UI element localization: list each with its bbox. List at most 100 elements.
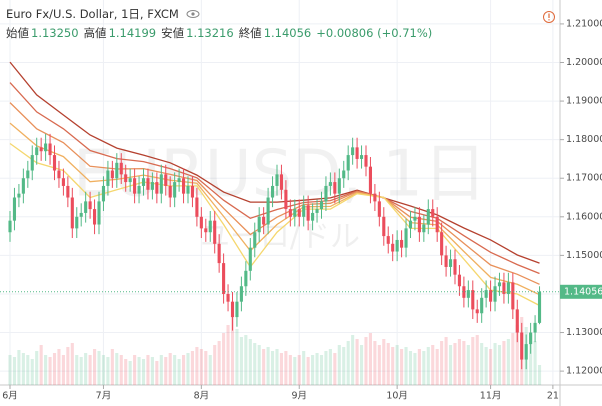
y-tick-label: 1.12000 — [566, 366, 602, 377]
volume-bar — [382, 339, 386, 385]
candle-body — [66, 185, 70, 198]
volume-bar — [213, 345, 217, 385]
y-tick-label: 1.18000 — [566, 134, 602, 145]
volume-bar — [141, 359, 146, 385]
volume-bar — [106, 357, 110, 385]
volume-bar — [39, 345, 43, 385]
candle-body — [52, 155, 57, 171]
candle-body — [239, 286, 243, 302]
volume-bar — [368, 333, 372, 385]
candle-body — [44, 143, 48, 152]
volume-bar — [462, 341, 466, 385]
volume-bar — [533, 341, 537, 385]
volume-bar — [61, 355, 65, 385]
candle-body — [386, 236, 390, 244]
candle-body — [92, 209, 97, 225]
candle-body — [382, 216, 386, 237]
volume-bar — [377, 345, 381, 385]
volume-bar — [150, 357, 154, 385]
volume-bar — [173, 355, 177, 385]
candle-body — [395, 239, 399, 252]
candle-body — [328, 182, 332, 186]
candle-body — [529, 332, 533, 345]
volume-bar — [448, 345, 453, 385]
volume-bar — [17, 350, 21, 385]
volume-bar — [511, 333, 515, 385]
volume-bar — [471, 337, 475, 385]
volume-bar — [266, 347, 270, 385]
candle-body — [110, 170, 114, 179]
candle-body — [453, 259, 457, 275]
volume-bar — [226, 325, 230, 385]
volume-bar — [186, 353, 190, 385]
volume-bar — [230, 315, 235, 385]
candle-body — [35, 147, 39, 156]
volume-bar — [537, 365, 542, 385]
candle-body — [355, 147, 359, 159]
grid — [0, 0, 560, 385]
volume-bar — [199, 349, 203, 385]
volume-bar — [181, 355, 186, 385]
eye-icon[interactable] — [186, 9, 200, 19]
candle-body — [462, 286, 466, 298]
candle-body — [119, 162, 123, 175]
y-tick-label: 1.13000 — [566, 327, 602, 338]
volume-bar — [408, 351, 413, 385]
candle-body — [79, 212, 83, 217]
candle-body — [12, 197, 17, 221]
candle-body — [515, 309, 519, 333]
candle-body — [137, 185, 141, 194]
candle-body — [222, 263, 226, 294]
volume-bar — [502, 341, 506, 385]
alert-icon[interactable] — [543, 11, 555, 23]
symbol-title: Euro Fx/U.S. Dollar, 1日, FXCM — [6, 7, 179, 21]
volume-bar — [257, 345, 261, 385]
volume-bar — [195, 347, 199, 385]
volume-bar — [115, 353, 119, 385]
volume-bar — [364, 337, 368, 385]
volume-bar — [293, 357, 297, 385]
y-tick-label: 1.17000 — [566, 173, 602, 184]
candle-body — [306, 205, 310, 221]
x-tick-label: 10月 — [386, 391, 408, 402]
volume-bar — [417, 349, 421, 385]
volume-bar — [133, 355, 137, 385]
volume-bar — [337, 345, 341, 385]
volume-bar — [395, 345, 399, 385]
candle-body — [475, 309, 479, 314]
volume-bar — [275, 349, 279, 385]
y-tick-label: 1.19000 — [566, 96, 602, 107]
moving-average — [9, 102, 540, 285]
candle-body — [408, 220, 413, 229]
candle-body — [253, 232, 257, 248]
candle-body — [431, 209, 435, 217]
ohlc-label: 始値 — [6, 26, 29, 40]
volume-bar — [426, 347, 430, 385]
candle-body — [391, 243, 395, 252]
volume-bar — [333, 353, 337, 385]
volume-bar — [8, 355, 12, 385]
volume-bar — [239, 337, 243, 385]
candle-body — [315, 209, 319, 213]
candle-body — [70, 197, 74, 229]
candle-body — [319, 201, 324, 210]
volume-bar — [137, 357, 141, 385]
candle-body — [364, 155, 368, 167]
volume-bar — [35, 351, 39, 385]
ohlc-label: 終値 — [238, 26, 262, 40]
candle-body — [199, 216, 203, 229]
volume-bar — [489, 349, 493, 385]
candle-body — [337, 178, 341, 194]
x-tick-label: 21 — [547, 391, 559, 402]
legend: Euro Fx/U.S. Dollar, 1日, FXCM 始値 1.13250 高… — [6, 5, 437, 43]
candle-body — [435, 216, 439, 233]
moving-average — [9, 122, 540, 296]
candle-body — [266, 197, 270, 225]
volume-bar — [400, 349, 404, 385]
candle-body — [177, 178, 181, 183]
ohlc-label: 高値 — [83, 26, 107, 40]
candle-body — [48, 143, 52, 156]
candle-body — [284, 189, 288, 210]
candle-body — [506, 282, 510, 294]
volume-bar — [297, 355, 301, 385]
